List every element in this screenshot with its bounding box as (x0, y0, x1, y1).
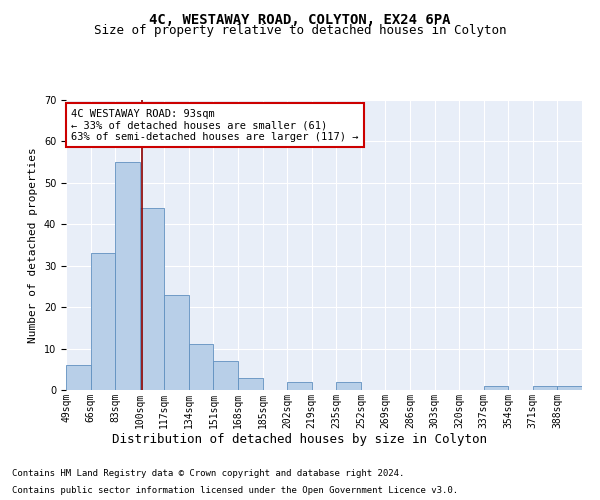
Bar (66, 365, 91, 390)
Text: Distribution of detached houses by size in Colyton: Distribution of detached houses by size … (113, 432, 487, 446)
Bar (140, 208, 164, 390)
Bar (336, 382, 361, 390)
Bar (164, 294, 189, 390)
Bar (214, 361, 238, 390)
Y-axis label: Number of detached properties: Number of detached properties (28, 147, 38, 343)
Bar (484, 386, 508, 390)
Bar (91, 254, 115, 390)
Text: Size of property relative to detached houses in Colyton: Size of property relative to detached ho… (94, 24, 506, 37)
Text: 4C, WESTAWAY ROAD, COLYTON, EX24 6PA: 4C, WESTAWAY ROAD, COLYTON, EX24 6PA (149, 12, 451, 26)
Bar (189, 344, 214, 390)
Bar (238, 378, 263, 390)
Bar (557, 386, 582, 390)
Bar (115, 162, 140, 390)
Bar (287, 382, 312, 390)
Bar (533, 386, 557, 390)
Text: Contains public sector information licensed under the Open Government Licence v3: Contains public sector information licen… (12, 486, 458, 495)
Text: Contains HM Land Registry data © Crown copyright and database right 2024.: Contains HM Land Registry data © Crown c… (12, 468, 404, 477)
Text: 4C WESTAWAY ROAD: 93sqm
← 33% of detached houses are smaller (61)
63% of semi-de: 4C WESTAWAY ROAD: 93sqm ← 33% of detache… (71, 108, 359, 142)
